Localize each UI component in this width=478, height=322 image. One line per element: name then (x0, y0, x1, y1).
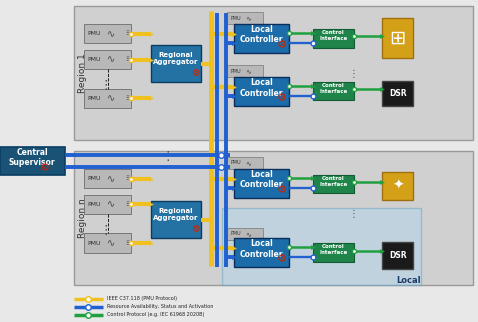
Text: ∿: ∿ (108, 199, 115, 210)
Text: Central
Supervisor: Central Supervisor (9, 148, 55, 167)
Text: PMU: PMU (87, 31, 101, 36)
Bar (151, 201, 201, 238)
Bar (313, 82, 354, 100)
Text: ⠿: ⠿ (126, 31, 130, 36)
Text: PMU: PMU (230, 160, 241, 166)
Text: ⠿: ⠿ (126, 241, 130, 246)
Text: ∿: ∿ (108, 29, 115, 39)
Text: ⋮: ⋮ (99, 79, 111, 92)
Bar (0, 147, 65, 175)
Text: Control
Interface: Control Interface (319, 83, 348, 94)
Text: ⠿: ⠿ (126, 176, 130, 181)
Text: Resource Availability, Status and Activation: Resource Availability, Status and Activa… (107, 304, 213, 309)
Text: ∿: ∿ (246, 231, 251, 237)
Text: PMU: PMU (230, 69, 241, 74)
Text: Local
Controller: Local Controller (240, 78, 283, 98)
Bar (234, 24, 289, 53)
Bar (382, 172, 413, 200)
Text: DSR: DSR (389, 89, 407, 98)
Text: PMU: PMU (87, 57, 101, 62)
Text: ⚙: ⚙ (40, 163, 50, 173)
Text: Control
Interface: Control Interface (319, 176, 348, 187)
Text: ✦: ✦ (392, 179, 404, 193)
Text: Region n: Region n (78, 198, 87, 238)
Text: ⋮: ⋮ (161, 150, 174, 163)
Text: Local
Controller: Local Controller (240, 25, 283, 44)
Text: IEEE C37.118 (PMU Protocol): IEEE C37.118 (PMU Protocol) (107, 296, 176, 301)
Bar (234, 238, 289, 267)
Text: ⋮: ⋮ (99, 224, 111, 237)
Text: PMU: PMU (87, 176, 101, 181)
Text: ⊞: ⊞ (390, 28, 406, 47)
Bar (222, 208, 421, 285)
Bar (227, 65, 263, 77)
Text: PMU: PMU (87, 96, 101, 101)
Bar (382, 242, 413, 269)
Text: ⚙: ⚙ (191, 224, 199, 234)
Text: Local
Controller: Local Controller (240, 239, 283, 259)
Text: ∿: ∿ (246, 160, 251, 166)
Bar (227, 12, 263, 24)
Text: ⚙: ⚙ (277, 93, 287, 103)
Text: ∿: ∿ (246, 15, 251, 21)
Text: ⚙: ⚙ (277, 185, 287, 195)
Text: PMU: PMU (230, 15, 241, 21)
Bar (84, 89, 131, 108)
Text: DSR: DSR (389, 251, 407, 260)
Bar (84, 169, 131, 188)
Bar (74, 151, 473, 285)
Bar (84, 195, 131, 214)
Bar (74, 6, 473, 140)
Text: ⋮: ⋮ (349, 209, 358, 219)
Text: ⚙: ⚙ (191, 68, 199, 78)
Bar (227, 157, 263, 169)
Bar (84, 233, 131, 253)
Text: Regional
Aggregator: Regional Aggregator (153, 208, 198, 222)
Bar (313, 175, 354, 193)
Text: Region 1: Region 1 (78, 53, 87, 93)
Text: Local
Controller: Local Controller (240, 170, 283, 189)
Text: Regional
Aggregator: Regional Aggregator (153, 52, 198, 65)
Bar (382, 18, 413, 58)
Bar (313, 29, 354, 48)
Text: PMU: PMU (230, 231, 241, 236)
Bar (234, 169, 289, 198)
Text: ∿: ∿ (246, 68, 251, 74)
Text: ⠿: ⠿ (126, 57, 130, 62)
Bar (382, 80, 413, 106)
Text: ⚙: ⚙ (277, 254, 287, 264)
Bar (84, 50, 131, 69)
Text: PMU: PMU (87, 202, 101, 207)
Bar (84, 24, 131, 43)
Bar (313, 243, 354, 262)
Bar (234, 77, 289, 106)
Bar (227, 228, 263, 240)
Text: Control
Interface: Control Interface (319, 244, 348, 255)
Text: Local: Local (396, 276, 421, 285)
Text: ⠿: ⠿ (126, 202, 130, 207)
Text: ∿: ∿ (108, 238, 115, 248)
Text: ⠿: ⠿ (126, 96, 130, 101)
Text: ∿: ∿ (108, 93, 115, 103)
Text: ⚙: ⚙ (277, 40, 287, 50)
Bar (151, 45, 201, 82)
Text: ∿: ∿ (108, 54, 115, 65)
Text: Control
Interface: Control Interface (319, 30, 348, 41)
Text: Control Protocol (e.g. IEC 61968 2020B): Control Protocol (e.g. IEC 61968 2020B) (107, 312, 204, 317)
Text: ⋮: ⋮ (349, 69, 358, 79)
Text: ∿: ∿ (108, 174, 115, 184)
Text: PMU: PMU (87, 241, 101, 246)
